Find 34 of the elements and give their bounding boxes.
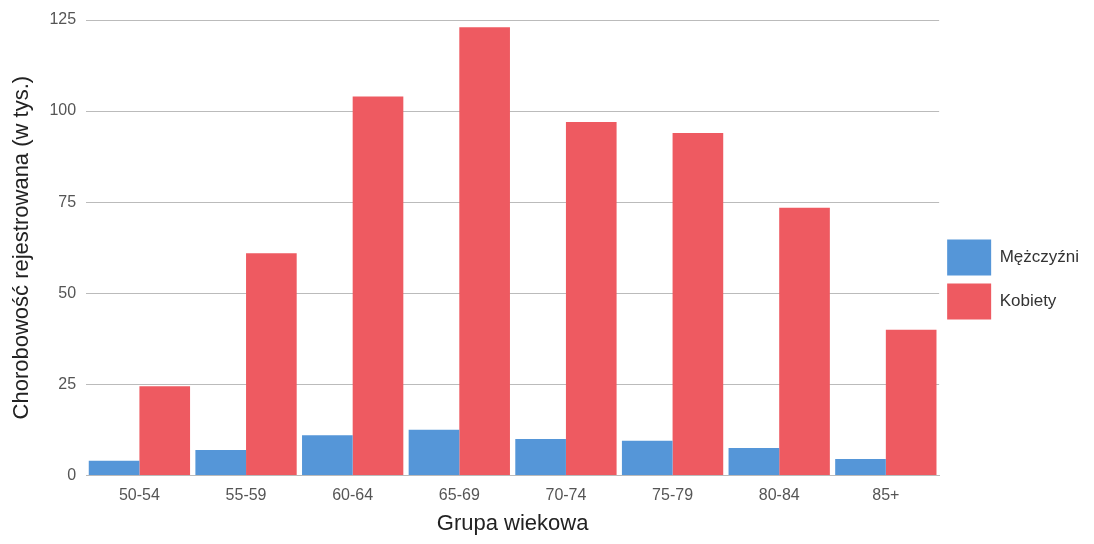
bar xyxy=(835,459,886,475)
y-tick-label: 100 xyxy=(49,101,77,119)
x-axis-title: Grupa wiekowa xyxy=(436,509,590,535)
bar xyxy=(88,460,140,475)
x-tick-label: 75-79 xyxy=(652,486,694,504)
bar xyxy=(352,96,404,475)
legend-label: Kobiety xyxy=(999,291,1057,311)
x-tick-label: 60-64 xyxy=(332,486,374,504)
bar xyxy=(728,448,780,475)
bar xyxy=(459,27,510,475)
x-tick-label: 80-84 xyxy=(758,486,800,504)
y-tick-label: 50 xyxy=(58,283,77,301)
x-tick-label: 70-74 xyxy=(545,486,587,504)
bar xyxy=(779,207,830,475)
bar xyxy=(621,440,673,475)
bar xyxy=(302,435,353,475)
bar xyxy=(515,438,566,475)
y-tick-label: 25 xyxy=(58,374,77,392)
bar xyxy=(139,386,191,475)
x-tick-label: 65-69 xyxy=(438,486,480,504)
bar xyxy=(408,429,460,475)
bar xyxy=(672,132,724,475)
y-tick-label: 125 xyxy=(49,10,77,28)
bar xyxy=(565,122,617,475)
bar xyxy=(246,253,297,475)
x-tick-label: 50-54 xyxy=(118,486,160,504)
bar xyxy=(195,449,247,475)
x-tick-label: 55-59 xyxy=(225,486,267,504)
y-axis-title: Chorobowość rejestrowana (w tys.) xyxy=(8,75,34,420)
x-tick-label: 85+ xyxy=(872,486,900,504)
y-tick-label: 0 xyxy=(67,465,77,483)
legend-label: Mężczyźni xyxy=(999,247,1080,267)
bar xyxy=(885,329,937,475)
y-tick-label: 75 xyxy=(58,192,77,210)
